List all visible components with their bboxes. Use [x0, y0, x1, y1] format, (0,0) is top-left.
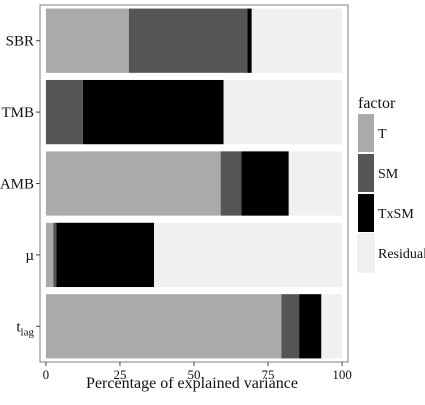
legend-label-t: T [378, 127, 387, 142]
bar-segment-sm- [53, 222, 57, 288]
y-tick-label: µ [25, 248, 34, 264]
x-tick-label: 50 [188, 367, 201, 382]
legend-key-txsm [358, 194, 374, 232]
x-tick-label: 75 [262, 367, 275, 382]
x-axis-title: Percentage of explained variance [86, 375, 298, 392]
bar-segment-residual-amb [288, 151, 343, 216]
x-tick-label: 0 [43, 367, 50, 382]
bar-segment-sm-amb [220, 151, 242, 216]
y-tick-label: TMB [1, 105, 34, 121]
bar-segment-txsm-tmb [82, 79, 224, 145]
legend-label-sm: SM [378, 167, 399, 182]
bar-segment-residual-tlag [321, 294, 343, 359]
y-tick-label: AMB [0, 177, 34, 193]
legend-key-sm [358, 154, 374, 192]
bars-group [45, 8, 343, 359]
bar-segment-txsm-sbr [247, 8, 252, 73]
legend-label-txsm: TxSM [378, 207, 414, 222]
bar-segment-t- [45, 222, 54, 288]
y-tick-label: SBR [6, 34, 34, 50]
bar-segment-residual-sbr [251, 8, 343, 73]
bar-segment-t-tlag [45, 294, 282, 359]
bar-segment-txsm- [56, 222, 155, 288]
bar-segment-txsm-amb [241, 151, 289, 216]
bar-segment-residual-tmb [223, 79, 343, 145]
x-tick-label: 100 [332, 367, 352, 382]
bar-segment-t-sbr [45, 8, 129, 73]
legend-label-residual: Residual [378, 247, 425, 262]
bar-segment-sm-tlag [281, 294, 300, 359]
bar-segment-sm-sbr [128, 8, 248, 73]
legend-key-residual [357, 233, 375, 273]
legend: factor T SM TxSM Residual [357, 95, 425, 273]
x-tick-label: 25 [113, 367, 126, 382]
bar-segment-residual- [154, 222, 343, 288]
legend-title: factor [358, 95, 396, 112]
legend-key-t [358, 114, 374, 152]
y-tick-label: tlag [16, 319, 34, 338]
y-axis: SBR TMB AMB µ tlag [0, 34, 40, 338]
bar-segment-sm-tmb [45, 79, 83, 145]
bar-segment-txsm-tlag [299, 294, 322, 359]
bar-segment-t-amb [45, 151, 221, 216]
x-axis: 0 25 50 75 100 [43, 362, 352, 382]
